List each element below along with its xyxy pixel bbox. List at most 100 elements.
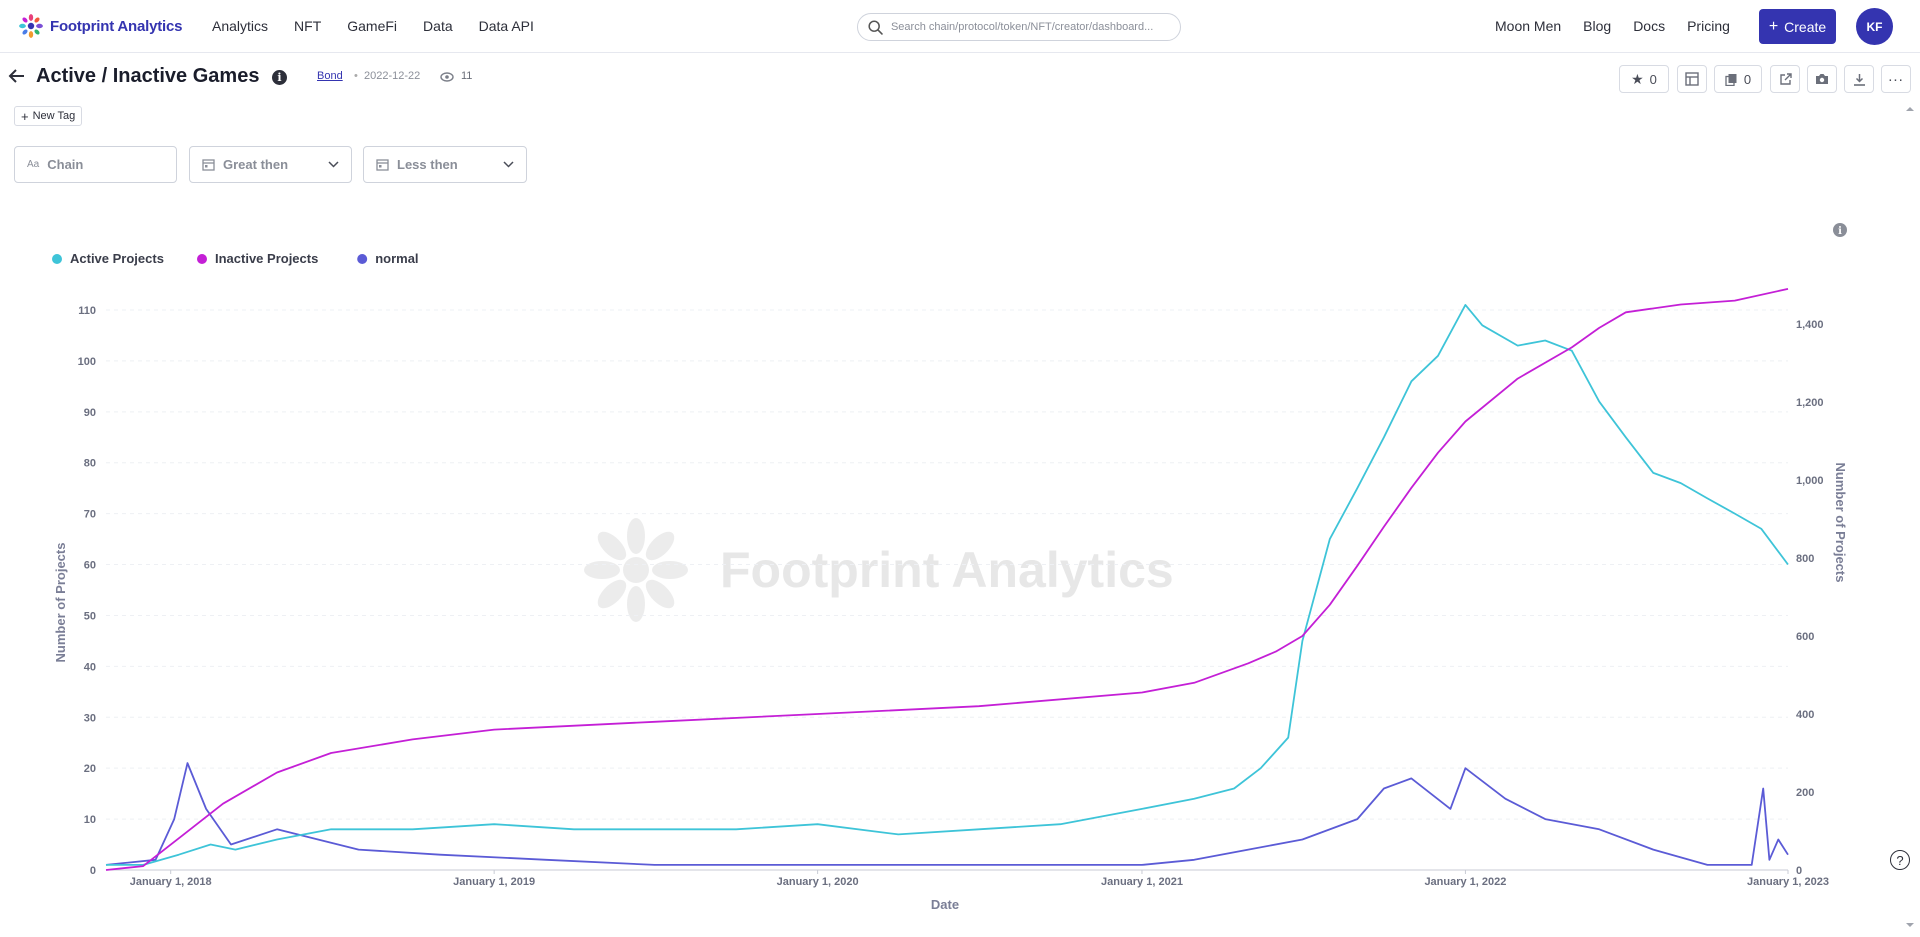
brand-name: Footprint Analytics bbox=[50, 17, 183, 35]
search-input[interactable] bbox=[890, 21, 1180, 33]
download-icon bbox=[1853, 73, 1865, 86]
legend-label: Active Projects bbox=[70, 251, 164, 266]
chevron-down-icon bbox=[503, 161, 514, 168]
x-tick-label: January 1, 2021 bbox=[1101, 876, 1183, 888]
eye-icon bbox=[440, 72, 454, 82]
nav-item-data-api[interactable]: Data API bbox=[478, 18, 534, 34]
scrollbar[interactable] bbox=[1904, 105, 1916, 930]
x-axis-title: Date bbox=[931, 897, 959, 912]
nav-item-analytics[interactable]: Analytics bbox=[212, 18, 269, 34]
x-tick-label: January 1, 2022 bbox=[1424, 876, 1506, 888]
external-link-icon bbox=[1779, 72, 1792, 85]
y-tick-label: 100 bbox=[78, 356, 96, 368]
y-tick-label-right: 400 bbox=[1796, 709, 1814, 721]
y-tick-label: 80 bbox=[84, 458, 96, 470]
great-then-filter[interactable]: Great then bbox=[189, 146, 352, 183]
layout-icon bbox=[1685, 72, 1699, 86]
legend-label: normal bbox=[375, 251, 418, 266]
series-line-active-projects bbox=[106, 304, 1789, 866]
series-line-inactive-projects bbox=[105, 288, 1789, 871]
y-tick-label: 70 bbox=[84, 509, 96, 521]
new-tag-label: New Tag bbox=[32, 110, 76, 122]
create-button[interactable]: + Create bbox=[1759, 9, 1836, 44]
y-axis-title-left: Number of Projects bbox=[53, 543, 68, 663]
info-glyph: i bbox=[1838, 226, 1842, 237]
back-arrow-icon[interactable] bbox=[8, 67, 26, 85]
legend-swatch bbox=[197, 254, 207, 264]
copy-count: 0 bbox=[1743, 71, 1752, 87]
watermark-petal bbox=[645, 579, 675, 609]
text-icon: Aa bbox=[27, 159, 40, 170]
watermark-petal bbox=[627, 518, 645, 554]
chevron-down-icon bbox=[328, 161, 339, 168]
less-then-filter[interactable]: Less then bbox=[363, 146, 527, 183]
separator-dot: • bbox=[354, 70, 358, 82]
y-axis-right: 0 200 400 600 800 1,000 1,200 1,400 Number of Pr… bbox=[1796, 319, 1848, 877]
footprint-logo-icon bbox=[19, 14, 43, 38]
y-tick-label-right: 600 bbox=[1796, 631, 1814, 643]
x-tick-label: January 1, 2020 bbox=[777, 876, 859, 888]
chart-legend: Active Projects Inactive Projects normal bbox=[52, 251, 419, 266]
y-tick-label: 30 bbox=[84, 712, 96, 724]
legend-swatch bbox=[357, 254, 368, 264]
nav-item-pricing[interactable]: Pricing bbox=[1687, 18, 1730, 34]
ellipsis-icon: ... bbox=[1888, 67, 1904, 85]
y-tick-label-right: 1,000 bbox=[1796, 475, 1824, 487]
y-tick-label-right: 800 bbox=[1796, 553, 1814, 565]
logo[interactable]: Footprint Analytics bbox=[18, 13, 183, 39]
y-tick-label: 0 bbox=[90, 865, 96, 877]
calendar-icon bbox=[202, 159, 215, 171]
y-tick-label-right: 200 bbox=[1796, 787, 1814, 799]
watermark-petal bbox=[645, 531, 675, 561]
x-tick-label: January 1, 2019 bbox=[453, 876, 535, 888]
view-count: 11 bbox=[461, 70, 473, 82]
watermark-logo-icon bbox=[584, 518, 688, 622]
download-button[interactable] bbox=[1844, 65, 1874, 93]
info-icon[interactable]: i bbox=[272, 70, 287, 85]
info-circle bbox=[1833, 223, 1847, 237]
chart-grid bbox=[106, 309, 1788, 820]
watermark-petal bbox=[597, 579, 627, 609]
nav-item-docs[interactable]: Docs bbox=[1633, 18, 1666, 34]
star-icon: ★ bbox=[1631, 70, 1644, 87]
calendar-icon bbox=[376, 159, 389, 171]
more-options-button[interactable]: ... bbox=[1881, 65, 1911, 93]
camera-icon bbox=[1816, 74, 1828, 84]
chart-info-icon[interactable]: i bbox=[1833, 223, 1847, 237]
watermark-petal bbox=[652, 561, 688, 579]
copy-button[interactable]: 0 bbox=[1714, 65, 1762, 93]
new-tag-button[interactable]: + New Tag bbox=[14, 106, 83, 126]
search-icon bbox=[868, 19, 883, 35]
chain-filter[interactable]: Aa Chain bbox=[14, 146, 177, 183]
nav-item-moon-men[interactable]: Moon Men bbox=[1495, 18, 1562, 34]
favorite-button[interactable]: ★ 0 bbox=[1619, 65, 1669, 93]
y-tick-label: 10 bbox=[84, 814, 96, 826]
secondary-nav: Moon Men Blog Docs Pricing bbox=[1495, 18, 1730, 34]
publish-date: 2022-12-22 bbox=[364, 70, 421, 82]
author-link[interactable]: Bond bbox=[317, 70, 343, 82]
legend-swatch bbox=[52, 254, 62, 264]
favorite-count: 0 bbox=[1649, 71, 1657, 87]
snapshot-button[interactable] bbox=[1807, 65, 1837, 93]
help-icon[interactable]: ? bbox=[1890, 850, 1910, 870]
user-avatar[interactable]: KF bbox=[1856, 8, 1893, 45]
copy-icon bbox=[1725, 73, 1737, 86]
y-tick-label: 110 bbox=[78, 305, 96, 317]
nav-item-blog[interactable]: Blog bbox=[1583, 18, 1612, 34]
y-tick-label: 40 bbox=[84, 661, 96, 673]
y-tick-label-right: 1,400 bbox=[1796, 319, 1824, 331]
x-tick-label: January 1, 2018 bbox=[130, 876, 212, 888]
great-then-label: Great then bbox=[223, 157, 289, 172]
main-nav: Analytics NFT GameFi Data Data API bbox=[212, 18, 534, 34]
search-bar bbox=[857, 13, 1181, 41]
y-tick-label: 50 bbox=[84, 610, 96, 622]
legend-label: Inactive Projects bbox=[215, 251, 318, 266]
nav-item-gamefi[interactable]: GameFi bbox=[347, 18, 398, 34]
nav-item-data[interactable]: Data bbox=[423, 18, 453, 34]
share-button[interactable] bbox=[1770, 65, 1800, 93]
nav-item-nft[interactable]: NFT bbox=[294, 18, 322, 34]
chain-filter-label: Chain bbox=[47, 157, 84, 172]
dashboard-settings-button[interactable] bbox=[1677, 65, 1707, 93]
page-title: Active / Inactive Games bbox=[36, 65, 260, 87]
y-tick-label: 90 bbox=[84, 407, 96, 419]
